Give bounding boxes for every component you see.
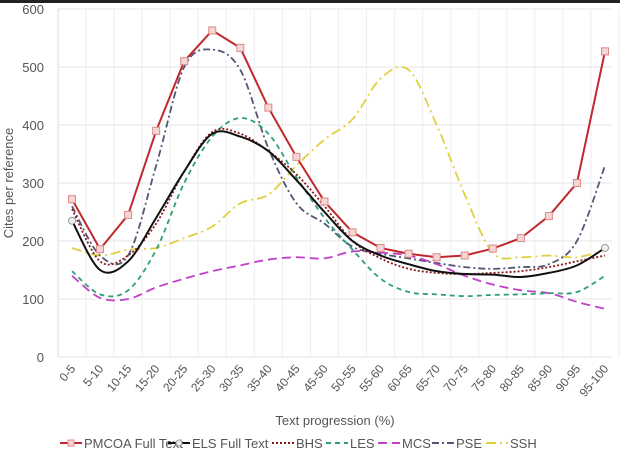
data-point-pmcoa-full-text	[544, 212, 553, 221]
series-lines	[68, 26, 609, 310]
x-tick-label: 10-15	[104, 362, 135, 395]
series-line-pse	[71, 48, 606, 270]
x-tick-label: 55-60	[356, 362, 387, 395]
x-tick-label: 5-10	[80, 362, 106, 390]
x-tick-label: 70-75	[441, 362, 472, 395]
x-tick-label: 0-5	[56, 362, 78, 385]
data-point-pmcoa-full-text	[264, 103, 273, 112]
data-point-pmcoa-full-text	[488, 244, 497, 253]
data-point-pmcoa-full-text	[208, 26, 217, 35]
y-tick-label: 200	[22, 234, 44, 249]
data-point-pmcoa-full-text	[460, 251, 469, 260]
data-point-pmcoa-full-text	[320, 197, 329, 206]
data-point-pmcoa-full-text	[152, 126, 161, 135]
data-point-pmcoa-full-text	[601, 47, 609, 56]
y-axis-ticks: 0 100 200 300 400 500 600	[22, 2, 44, 365]
data-point-pmcoa-full-text	[236, 43, 245, 52]
legend-label-pmcoa-full-text: PMCOA Full Text	[84, 436, 183, 451]
data-point-pmcoa-full-text	[404, 249, 413, 258]
y-tick-label: 0	[37, 350, 44, 365]
x-tick-label: 30-35	[216, 362, 247, 395]
data-point-pmcoa-full-text	[96, 245, 105, 254]
legend-label-bhs: BHS	[296, 436, 323, 451]
x-tick-label: 15-20	[132, 362, 163, 395]
y-tick-label: 500	[22, 60, 44, 75]
legend-label-ssh: SSH	[510, 436, 537, 451]
data-point-els-full-text	[601, 243, 609, 252]
data-point-pmcoa-full-text	[292, 152, 301, 161]
top-border	[0, 0, 620, 3]
legend-marker-pmcoa-full-text	[67, 439, 75, 447]
legend-label-mcs: MCS	[402, 436, 431, 451]
series-line-els-full-text	[71, 130, 606, 278]
series-line-ssh	[71, 65, 606, 260]
data-point-pmcoa-full-text	[376, 243, 385, 252]
x-tick-label: 75-80	[469, 362, 500, 395]
grid	[57, 8, 620, 358]
legend-label-les: LES	[350, 436, 375, 451]
x-tick-label: 95-100	[577, 362, 612, 400]
legend-label-pse: PSE	[456, 436, 482, 451]
x-axis-ticks: 0-5 5-1010-1515-2020-2525-3030-3535-4040-…	[56, 362, 611, 400]
series-line-bhs	[71, 128, 606, 275]
x-axis-label: Text progression (%)	[275, 413, 394, 428]
x-tick-label: 20-25	[160, 362, 191, 395]
x-tick-label: 65-70	[413, 362, 444, 395]
y-tick-label: 300	[22, 176, 44, 191]
data-point-pmcoa-full-text	[68, 195, 76, 204]
series-line-mcs	[71, 250, 606, 310]
legend-marker-els-full-text	[175, 439, 183, 447]
data-point-pmcoa-full-text	[432, 253, 441, 262]
x-tick-label: 25-30	[188, 362, 219, 395]
data-point-els-full-text	[68, 216, 76, 225]
data-point-pmcoa-full-text	[516, 234, 525, 243]
legend-label-els-full-text: ELS Full Text	[192, 436, 269, 451]
series-line-pmcoa-full-text	[71, 29, 606, 259]
data-point-pmcoa-full-text	[348, 228, 357, 237]
x-tick-label: 85-90	[525, 362, 556, 395]
series-line-les	[71, 117, 606, 298]
data-point-pmcoa-full-text	[124, 210, 133, 219]
legend: PMCOA Full Text ELS Full Text BHS LES MCS PSE…	[60, 436, 537, 451]
x-tick-label: 50-55	[328, 362, 359, 395]
data-point-pmcoa-full-text	[572, 179, 581, 187]
x-tick-label: 80-85	[497, 362, 528, 395]
x-tick-label: 45-50	[300, 362, 331, 395]
data-point-pmcoa-full-text	[180, 57, 189, 66]
x-tick-label: 60-65	[384, 362, 415, 395]
y-axis-label: Cites per reference	[1, 128, 16, 239]
y-tick-label: 400	[22, 118, 44, 133]
x-tick-label: 35-40	[244, 362, 275, 395]
x-tick-label: 40-45	[272, 362, 303, 395]
y-tick-label: 100	[22, 292, 44, 307]
y-tick-label: 600	[22, 2, 44, 17]
